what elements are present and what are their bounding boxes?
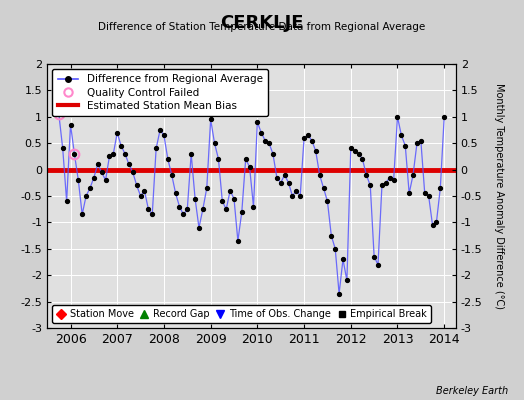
Text: Berkeley Earth: Berkeley Earth (436, 386, 508, 396)
Legend: Station Move, Record Gap, Time of Obs. Change, Empirical Break: Station Move, Record Gap, Time of Obs. C… (52, 305, 431, 323)
Y-axis label: Monthly Temperature Anomaly Difference (°C): Monthly Temperature Anomaly Difference (… (494, 83, 504, 309)
Text: CERKLJE: CERKLJE (220, 14, 304, 32)
Text: Difference of Station Temperature Data from Regional Average: Difference of Station Temperature Data f… (99, 22, 425, 32)
